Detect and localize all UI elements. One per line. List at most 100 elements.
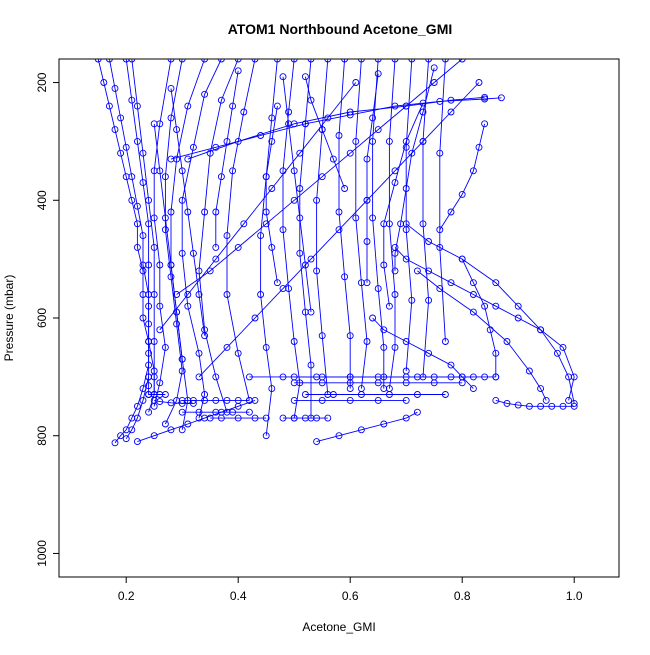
data-point: [391, 267, 399, 275]
data-point: [307, 96, 315, 104]
data-point: [133, 102, 141, 110]
series-40: [436, 120, 489, 234]
data-point: [245, 396, 253, 404]
data-point: [441, 338, 449, 345]
series-41: [391, 64, 438, 275]
data-point: [542, 396, 550, 404]
data-point: [430, 64, 438, 72]
data-point: [352, 137, 360, 145]
data-point: [324, 114, 332, 122]
series-line: [260, 59, 278, 436]
data-point: [335, 226, 343, 234]
series-32: [290, 396, 410, 404]
data-point: [481, 95, 489, 103]
data-point: [419, 99, 427, 107]
series-line: [265, 106, 278, 283]
data-point: [251, 59, 259, 63]
data-point: [122, 59, 130, 63]
data-point: [139, 396, 147, 404]
data-point: [145, 261, 153, 269]
data-point: [128, 173, 136, 181]
series-2: [105, 59, 153, 443]
data-point: [296, 214, 304, 222]
data-point: [469, 308, 477, 316]
data-point: [184, 155, 192, 163]
series-line: [304, 76, 346, 189]
series-line: [405, 223, 575, 404]
data-point: [212, 373, 220, 381]
data-point: [481, 120, 489, 128]
series-6: [161, 59, 186, 428]
series-49: [150, 396, 197, 407]
series-52: [212, 67, 242, 251]
data-point: [290, 379, 298, 387]
data-point: [475, 143, 483, 151]
data-point: [402, 255, 410, 263]
data-point: [301, 120, 309, 128]
data-point: [346, 396, 354, 404]
series-48: [206, 414, 270, 422]
data-point: [184, 291, 192, 298]
data-point: [128, 59, 136, 63]
data-point: [150, 432, 158, 440]
data-point: [133, 243, 141, 251]
series-53: [262, 102, 281, 287]
data-point: [150, 338, 158, 345]
data-point: [257, 132, 265, 139]
series-38: [369, 314, 477, 393]
data-point: [436, 97, 444, 105]
data-point: [262, 432, 270, 440]
data-point: [430, 79, 438, 86]
data-point: [195, 408, 203, 416]
data-point: [128, 96, 136, 104]
data-point: [178, 167, 186, 175]
data-point: [229, 167, 237, 175]
series-24: [195, 79, 483, 381]
data-point: [234, 243, 242, 251]
data-point: [167, 399, 175, 407]
series-20: [402, 59, 416, 375]
data-point: [161, 226, 169, 234]
series-42: [363, 70, 382, 287]
data-point: [481, 373, 489, 381]
data-point: [318, 173, 326, 181]
series-15: [313, 59, 332, 398]
data-point: [234, 67, 242, 75]
data-point: [290, 59, 298, 63]
series-line: [131, 59, 155, 395]
data-point: [363, 155, 371, 163]
series-line: [439, 59, 446, 342]
data-point: [481, 302, 489, 310]
series-line: [394, 247, 575, 401]
data-point: [290, 167, 298, 175]
series-line: [388, 59, 396, 389]
series-line: [372, 317, 474, 389]
series-line: [198, 82, 480, 378]
data-point: [559, 402, 567, 410]
data-point: [145, 302, 153, 310]
data-point: [178, 355, 186, 363]
data-point: [313, 414, 321, 422]
y-tick-label: 200: [35, 72, 49, 92]
series-line: [439, 123, 486, 230]
series-line: [461, 258, 497, 377]
y-axis: 200 400 600 800 1000: [35, 72, 59, 567]
series-line: [282, 59, 301, 419]
series-line: [215, 70, 239, 248]
data-point: [173, 126, 181, 134]
data-point: [419, 108, 427, 116]
data-point: [234, 349, 242, 357]
data-point: [413, 373, 421, 381]
series-line: [154, 399, 194, 404]
series-35: [402, 220, 578, 407]
data-point: [173, 308, 181, 316]
data-point: [492, 396, 500, 404]
data-point: [212, 408, 220, 416]
data-point: [307, 59, 315, 63]
data-point: [335, 432, 343, 440]
data-point: [156, 302, 164, 310]
data-point: [436, 243, 444, 251]
data-point: [223, 396, 231, 404]
data-point: [324, 59, 332, 63]
data-point: [492, 279, 500, 287]
